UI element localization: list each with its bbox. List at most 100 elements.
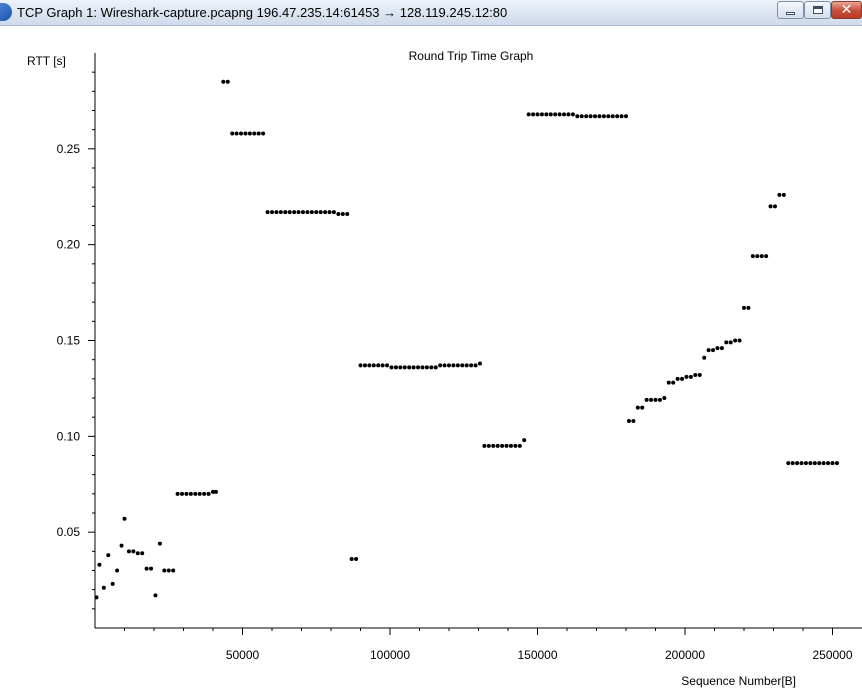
rtt-point	[367, 363, 372, 368]
rtt-point	[662, 396, 667, 400]
y-axis-label: RTT [s]	[27, 54, 66, 68]
rtt-point	[380, 363, 385, 368]
rtt-point	[398, 365, 403, 370]
rtt-point	[144, 566, 149, 571]
rtt-point	[149, 566, 154, 571]
rtt-point	[180, 491, 185, 496]
rtt-point	[812, 461, 817, 466]
rtt-point	[243, 131, 248, 136]
rtt-point	[684, 374, 689, 379]
maximize-button[interactable]	[804, 1, 831, 19]
rtt-point	[309, 210, 314, 215]
rtt-point	[711, 348, 716, 353]
rtt-point	[442, 363, 447, 368]
rtt-point	[653, 397, 658, 402]
rtt-point	[327, 210, 332, 215]
x-tick-label: 100000	[370, 648, 410, 662]
rtt-point	[354, 557, 359, 561]
rtt-point	[808, 461, 813, 466]
rtt-point	[526, 112, 531, 117]
rtt-point	[584, 114, 589, 119]
rtt-point	[601, 114, 606, 119]
rtt-point	[626, 419, 631, 423]
rtt-point	[657, 397, 662, 402]
rtt-point	[830, 461, 835, 466]
rtt-point	[593, 114, 598, 119]
x-tick-label: 250000	[812, 648, 852, 662]
rtt-point	[697, 373, 702, 377]
rtt-point	[495, 443, 500, 448]
rtt-point	[482, 443, 487, 448]
rtt-point	[211, 489, 215, 494]
rtt-point	[513, 443, 518, 448]
rtt-graph[interactable]: Round Trip Time Graph RTT [s] Sequence N…	[0, 26, 862, 698]
rtt-point	[539, 112, 544, 117]
x-axis-label: Sequence Number[B]	[681, 674, 796, 688]
rtt-point	[438, 363, 443, 368]
rtt-point	[389, 365, 394, 370]
rtt-point	[795, 461, 800, 466]
rtt-point	[460, 363, 465, 368]
window-title: TCP Graph 1: Wireshark-capture.pcapng 19…	[17, 5, 508, 20]
rtt-point	[759, 254, 764, 259]
chart-title: Round Trip Time Graph	[409, 49, 534, 63]
rtt-point	[247, 131, 252, 136]
rtt-point	[588, 114, 593, 119]
rtt-point	[821, 461, 826, 466]
rtt-point	[362, 363, 367, 368]
rtt-point	[464, 363, 469, 368]
rtt-point	[486, 443, 491, 448]
rtt-point	[680, 376, 685, 381]
rtt-point	[119, 543, 124, 548]
rtt-point	[724, 340, 729, 345]
rtt-point	[733, 338, 738, 343]
rtt-point	[535, 112, 540, 117]
rtt-point	[197, 491, 202, 496]
rtt-point	[371, 363, 376, 368]
minimize-icon	[786, 11, 795, 15]
rtt-point	[106, 553, 111, 558]
rtt-point	[706, 348, 711, 353]
rtt-point	[737, 338, 742, 343]
rtt-point	[508, 443, 513, 448]
window-titlebar[interactable]: TCP Graph 1: Wireshark-capture.pcapng 19…	[0, 0, 862, 26]
rtt-point	[693, 373, 698, 377]
y-tick-label: 0.10	[57, 429, 81, 443]
rtt-point	[570, 112, 575, 117]
rtt-point	[402, 365, 407, 370]
rtt-point	[742, 305, 746, 310]
rtt-point	[786, 461, 791, 466]
rtt-point	[675, 376, 680, 381]
minimize-button[interactable]	[777, 1, 804, 19]
rtt-point	[122, 516, 127, 521]
rtt-point	[688, 374, 693, 379]
rtt-point	[610, 114, 615, 119]
rtt-point	[239, 131, 244, 136]
rtt-point	[162, 568, 167, 573]
rtt-point	[358, 363, 363, 368]
rtt-point	[606, 114, 611, 119]
rtt-point	[283, 210, 288, 215]
rtt-point	[424, 365, 429, 370]
rtt-point	[522, 438, 527, 443]
y-tick-label: 0.05	[57, 525, 81, 539]
rtt-point	[624, 114, 628, 119]
rtt-point	[411, 365, 416, 370]
rtt-point	[575, 114, 580, 119]
rtt-point	[171, 568, 176, 573]
rtt-point	[469, 363, 474, 368]
close-button[interactable]: ✕	[831, 1, 862, 19]
rtt-point	[702, 355, 707, 360]
rtt-point	[429, 365, 434, 370]
rtt-point	[531, 112, 536, 117]
rtt-point	[826, 461, 831, 466]
rtt-point	[157, 541, 162, 546]
rtt-point	[296, 210, 301, 215]
rtt-point	[126, 549, 131, 554]
rtt-point	[420, 365, 425, 370]
rtt-point	[135, 551, 140, 556]
rtt-point	[393, 365, 398, 370]
rtt-point	[566, 112, 571, 117]
rtt-point	[206, 491, 211, 496]
rtt-point	[265, 210, 270, 215]
